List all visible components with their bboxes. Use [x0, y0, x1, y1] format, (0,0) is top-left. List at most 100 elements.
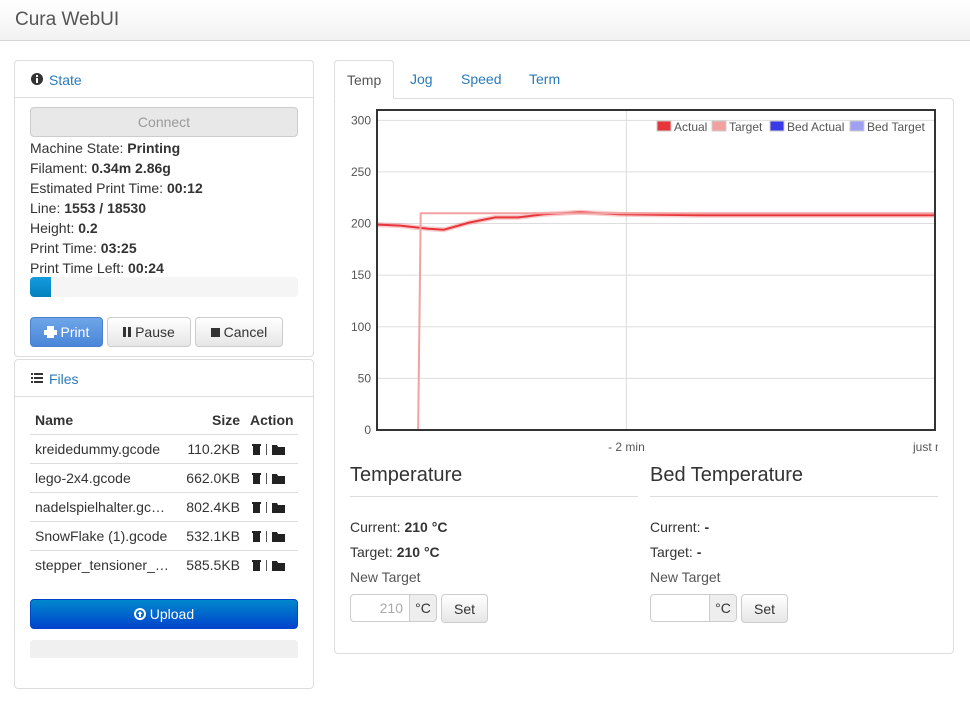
y-tick-label: 0 [364, 423, 371, 437]
file-name[interactable]: lego-2x4.gcode [35, 470, 131, 486]
x-tick-label: just now [912, 440, 938, 454]
field-label: Print Time Left: [30, 260, 125, 276]
target-input[interactable]: 210 [350, 594, 410, 622]
button-label: Print [60, 324, 90, 340]
state-field: Height: 0.2 [30, 220, 98, 236]
file-size: 802.4KB [186, 499, 240, 515]
temp-target: Target: 210 °C [350, 544, 440, 560]
file-name[interactable]: nadelspielhalter.gc… [35, 499, 165, 515]
divider [650, 496, 938, 497]
row-actions[interactable] [251, 443, 287, 455]
tab[interactable]: Term [529, 71, 561, 87]
temp-chart: 0 50 100 150 200 250 300 - 2 min just now Actual T… [351, 109, 938, 454]
row-actions[interactable] [251, 472, 287, 484]
legend-swatch [849, 120, 865, 132]
set-button[interactable]: Set [741, 594, 788, 623]
unit-addon: °C [709, 594, 737, 622]
divider [350, 496, 638, 497]
list-icon [31, 373, 43, 383]
unit-addon: °C [409, 594, 437, 622]
temp-target: Target: - [650, 544, 701, 560]
connect-button[interactable]: Connect [30, 107, 298, 137]
panel-title[interactable]: State [49, 72, 82, 88]
legend-label: Target [729, 120, 763, 134]
legend-swatch [656, 120, 672, 132]
new-target-label: New Target [650, 569, 721, 585]
field-label: Print Time: [30, 240, 97, 256]
state-button[interactable]: Cancel [195, 317, 283, 347]
x-tick-label: - 2 min [608, 440, 645, 454]
tab[interactable]: Jog [410, 71, 433, 87]
state-field: Print Time: 03:25 [30, 240, 137, 256]
state-field: Print Time Left: 00:24 [30, 260, 164, 276]
brand[interactable]: Cura WebUI [15, 9, 120, 30]
line [376, 211, 935, 231]
y-tick-label: 250 [351, 165, 371, 179]
column-header: Action [250, 412, 294, 428]
column-header: Size [211, 412, 240, 428]
file-actions [251, 464, 287, 492]
section-heading: Temperature [350, 464, 463, 486]
file-size: 110.2KB [187, 441, 240, 457]
file-size: 532.1KB [186, 528, 240, 544]
state-button[interactable]: Pause [107, 317, 191, 347]
file-row: lego-2x4.gcode 662.0KB [30, 463, 298, 492]
legend-label: Actual [674, 120, 707, 134]
file-row: nadelspielhalter.gc… 802.4KB [30, 492, 298, 521]
file-actions [251, 551, 287, 579]
file-row: SnowFlake (1).gcode 532.1KB [30, 521, 298, 550]
file-actions [251, 435, 287, 463]
state-panel: State Connect Machine State: Printing Fil… [14, 60, 314, 357]
state-field: Filament: 0.34m 2.86g [30, 160, 171, 176]
section-heading: Bed Temperature [650, 464, 804, 486]
field-value: 00:24 [128, 260, 164, 276]
state-button[interactable]: Print [30, 317, 103, 347]
file-actions [251, 493, 287, 521]
button-icon [123, 327, 132, 337]
progress-track [30, 277, 298, 297]
info-icon [31, 73, 43, 85]
field-label: Line: [30, 200, 61, 216]
field-label: Height: [30, 220, 75, 236]
file-size: 585.5KB [186, 557, 240, 573]
set-button[interactable]: Set [441, 594, 488, 623]
tab[interactable]: Temp [334, 60, 395, 99]
target-value: 210 °C [396, 544, 440, 560]
button-label: Pause [135, 324, 175, 340]
file-name[interactable]: stepper_tensioner_… [35, 557, 169, 573]
legend-swatch [711, 120, 727, 132]
current-value: - [704, 519, 710, 535]
row-actions[interactable] [251, 530, 287, 542]
file-actions [251, 522, 287, 550]
legend-swatch [769, 120, 785, 132]
row-actions[interactable] [251, 559, 287, 571]
plot-frame [376, 109, 936, 431]
tab[interactable]: Speed [461, 71, 502, 87]
field-label: Filament: [30, 160, 88, 176]
state-field: Estimated Print Time: 00:12 [30, 180, 203, 196]
current-label: Current: [650, 519, 701, 535]
panel-heading: Files [15, 360, 313, 397]
legend-label: Bed Actual [787, 120, 844, 134]
y-tick-label: 50 [358, 371, 372, 385]
file-size: 662.0KB [186, 470, 240, 486]
target-input[interactable] [650, 594, 710, 622]
panel-heading: State [15, 61, 313, 98]
button-label: Cancel [223, 324, 268, 340]
upload-label: Upload [149, 606, 195, 622]
field-value: 1553 / 18530 [64, 200, 146, 216]
row-actions[interactable] [251, 501, 287, 513]
file-row: stepper_tensioner_… 585.5KB [30, 550, 298, 579]
new-target-label: New Target [350, 569, 421, 585]
upload-button[interactable]: Upload [30, 599, 298, 629]
y-tick-label: 300 [351, 113, 371, 127]
field-label: Estimated Print Time: [30, 180, 164, 196]
panel-title[interactable]: Files [49, 371, 79, 387]
button-icon [210, 328, 220, 337]
file-name[interactable]: SnowFlake (1).gcode [35, 528, 168, 544]
upload-progress [30, 640, 298, 658]
y-tick-label: 200 [351, 217, 371, 231]
file-name[interactable]: kreidedummy.gcode [35, 441, 161, 457]
files-panel: Files Name Size Action kreidedummy.gcode 110… [14, 359, 314, 689]
